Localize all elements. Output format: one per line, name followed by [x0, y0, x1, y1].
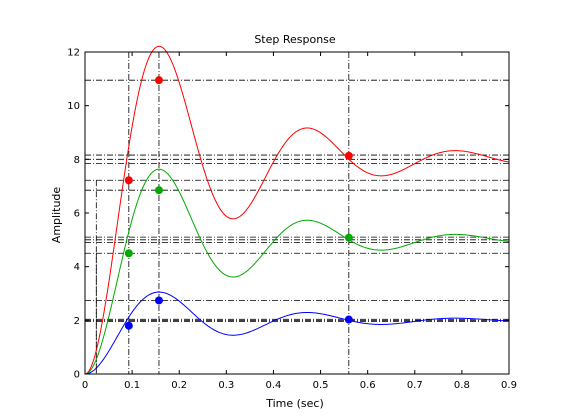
- characteristic-markers: [124, 76, 353, 330]
- step-response-line: [84, 168, 510, 375]
- x-tick-label: 0.9: [501, 380, 517, 391]
- y-tick-label: 10: [67, 101, 80, 112]
- peak-marker: [154, 76, 163, 85]
- x-tick-label: 0.4: [265, 380, 281, 391]
- y-tick-label: 8: [74, 155, 80, 166]
- x-tick-label: 0.2: [171, 380, 187, 391]
- y-tick-label: 2: [74, 316, 80, 327]
- rise-time-marker: [124, 321, 133, 330]
- x-tick-labels: 0 0.1 0.2 0.3 0.4 0.5 0.6 0.7 0.8 0.9: [82, 380, 517, 391]
- x-tick-label: 0: [82, 380, 88, 391]
- step-response-line: [84, 45, 510, 375]
- response-curves: [84, 45, 510, 375]
- peak-marker: [154, 296, 163, 305]
- x-tick-label: 0.6: [360, 380, 376, 391]
- peak-marker: [154, 186, 163, 195]
- x-tick-label: 0.8: [454, 380, 470, 391]
- y-tick-labels: 0 2 4 6 8 10 12: [67, 48, 80, 381]
- chart-title: Step Response: [254, 33, 336, 46]
- y-axis-label: Amplitude: [50, 187, 63, 244]
- axis-ticks: [84, 51, 510, 375]
- y-tick-label: 12: [67, 48, 80, 59]
- x-axis-label: Time (sec): [265, 397, 324, 410]
- x-tick-label: 0.5: [313, 380, 329, 391]
- settling-marker: [344, 233, 353, 242]
- y-tick-label: 0: [74, 370, 80, 381]
- rise-time-marker: [124, 176, 133, 185]
- step-response-line: [84, 291, 510, 375]
- x-tick-label: 0.3: [218, 380, 234, 391]
- rise-time-marker: [124, 249, 133, 258]
- y-tick-label: 6: [74, 209, 80, 220]
- x-tick-label: 0.1: [124, 380, 140, 391]
- settling-marker: [344, 315, 353, 324]
- y-tick-label: 4: [74, 262, 80, 273]
- x-tick-label: 0.7: [407, 380, 423, 391]
- settling-marker: [344, 151, 353, 160]
